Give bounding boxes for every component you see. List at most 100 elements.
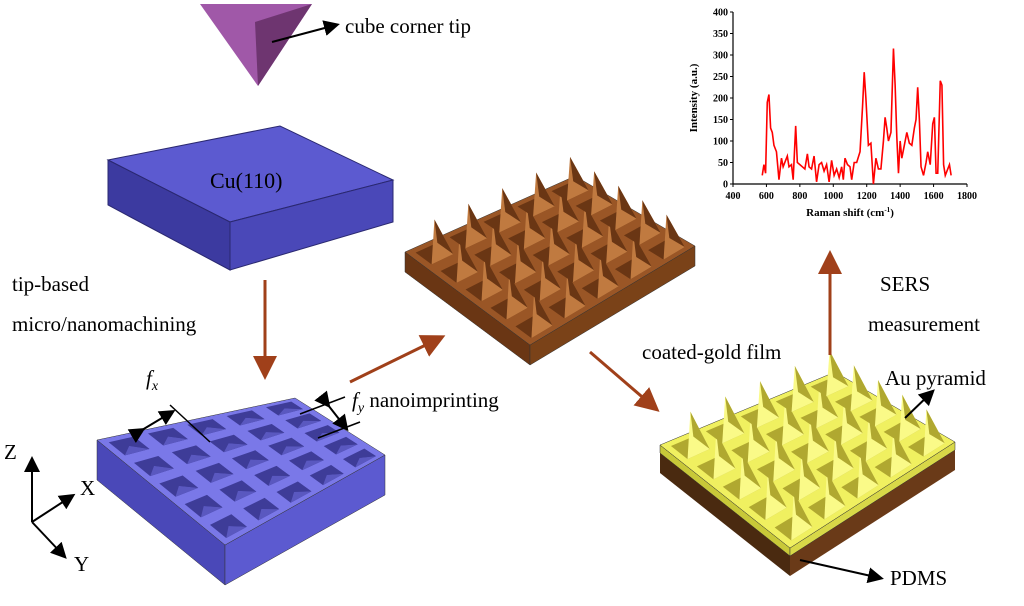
label-micro-nanomachining: micro/nanomachining [12,312,197,336]
x-tick-label: 1600 [924,191,944,202]
inverted-pyramid-pit [254,465,291,486]
pyramid-face [633,234,652,267]
label-cube-corner-tip: cube corner tip [345,14,471,38]
pyramid-face [829,350,849,387]
pyramid-face [502,188,521,223]
pyramid-face [878,379,897,415]
pyramid-face [567,272,586,306]
pyramid-face [272,465,291,476]
pyramid-face [600,253,619,287]
pyramid-face [203,494,223,508]
label-measurement: measurement [868,312,980,336]
pyramid-face [618,185,637,219]
y-tick-label: 250 [713,72,728,83]
x-tick-label: 400 [726,191,741,202]
cu-block [106,125,395,271]
inverted-pyramid-pit [195,462,234,483]
inverted-pyramid-pit [323,436,358,455]
arrow-coating [589,350,660,412]
y-tick-label: 300 [713,51,728,62]
arrow-imprinting [349,335,446,384]
pyramid [548,272,586,319]
inverted-pyramid-pit [276,481,312,503]
pyramid-face [200,505,223,518]
label-pdms: PDMS [890,566,948,590]
pyramid-face [517,238,537,273]
pyramid-face [154,456,174,469]
inverted-pyramid-pit [288,451,324,471]
pyramid [791,415,829,464]
pyramid-face [239,417,265,426]
pyramid-face [250,450,269,461]
spectrum-line [761,48,952,185]
pyramid-face [551,220,570,255]
pyramid-face [725,396,745,434]
y-tick-label: 0 [723,180,728,191]
pyramid [575,171,613,216]
pyramid-face [575,237,595,271]
pyramid-face [536,172,555,207]
fx-leader [169,404,211,443]
pyramid-face [776,433,795,470]
pyramid-face [336,444,358,455]
fy-letter: f [352,388,358,412]
inverted-pyramid-pit [342,448,376,468]
pyramid-face [223,443,248,453]
y-axis-title: Intensity (a.u.) [688,63,700,132]
pyramid-face [609,218,628,252]
pyramid-face [226,525,247,539]
pyramid-face [286,437,305,447]
pyramid-face [666,214,685,248]
pyramid [670,411,710,460]
label-tip-based: tip-based [12,272,89,296]
pyramid-face [570,156,589,191]
pyramid-face [560,187,579,222]
pyramid-face [750,415,770,452]
pyramid-face [594,171,613,205]
y-tick-label: 200 [713,94,728,105]
inverted-pyramid-pit [243,497,280,521]
pyramid-face [278,408,303,416]
pyramid-face [178,475,199,488]
inverted-pyramid-pit [209,514,247,539]
x-tick-label: 1800 [957,191,977,202]
inverted-pyramid-pit [134,456,174,477]
x-tick-label: 800 [792,191,807,202]
raman-chart: 400 600 800 1000 1200 1400 1600 1800 0 50 100 150 20… [688,8,977,220]
pyramid [648,214,685,260]
pyramid-face [246,459,269,470]
pyramid-face [434,219,454,255]
inverted-pyramid-pit [309,465,344,486]
x-tick-label: 1200 [857,191,877,202]
pyramid [775,365,814,413]
pyramid [748,471,787,521]
pyramid-face [853,365,873,401]
pyramid [483,188,521,233]
pyramid-face [261,497,280,510]
pyramid-face [260,432,285,441]
pyramid-face [584,203,604,237]
pyramid-face [355,456,376,468]
inverted-pyramid-pit [184,494,223,518]
label-sers: SERS [880,272,931,296]
pyramid [774,491,813,541]
pyramid-face [245,410,265,420]
pyramid-face [468,203,488,239]
inverted-pyramid-pit [219,480,257,502]
axis-label-z: Z [4,440,17,464]
pyramid [440,237,479,283]
pyramid [810,350,849,397]
pyramid-face [302,460,324,471]
label-au-pyramid: Au pyramid [885,366,986,390]
inverted-pyramid-pit [159,475,199,497]
pyramid [859,379,897,427]
pyramid-face [238,480,257,492]
pyramid-face [294,481,312,492]
pyramid-face [201,427,227,436]
coordinate-axes [24,456,76,559]
pyramid [623,200,661,245]
pyramid [532,220,570,266]
pyramid [907,409,945,457]
inverted-pyramid-pit [171,445,211,465]
